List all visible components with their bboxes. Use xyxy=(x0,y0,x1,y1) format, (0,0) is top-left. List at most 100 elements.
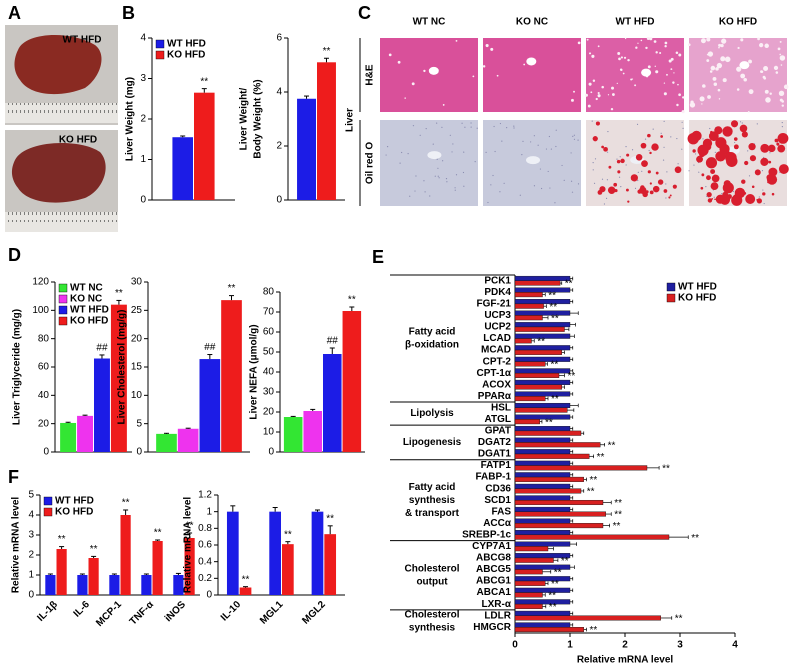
texture xyxy=(655,171,659,175)
texture xyxy=(493,125,495,128)
texture xyxy=(764,43,769,49)
texture xyxy=(555,145,557,148)
x-tick-label: 4 xyxy=(732,640,738,651)
y-tick-label: 10 xyxy=(263,427,275,438)
texture xyxy=(664,45,667,48)
texture xyxy=(739,61,750,70)
legend-label: KO HFD xyxy=(55,507,93,518)
texture xyxy=(432,143,434,145)
y-tick-label: GPAT xyxy=(485,426,511,437)
texture xyxy=(766,174,778,185)
significance: ** xyxy=(597,452,605,463)
y-tick-label: CPT-2 xyxy=(483,356,512,367)
texture xyxy=(662,159,665,161)
x-tick-label: 1 xyxy=(567,640,573,651)
significance: ** xyxy=(614,498,622,509)
bar xyxy=(514,495,571,501)
texture xyxy=(549,187,551,189)
texture xyxy=(634,187,637,189)
texture xyxy=(677,83,679,86)
texture xyxy=(690,100,694,104)
texture xyxy=(722,78,727,83)
legend-swatch xyxy=(666,282,676,292)
texture xyxy=(577,139,579,141)
texture xyxy=(741,179,746,184)
legend-swatch xyxy=(43,507,53,517)
legend-swatch xyxy=(155,39,165,49)
texture xyxy=(429,195,431,197)
y-tick-label: 0.6 xyxy=(198,540,212,551)
bar xyxy=(514,391,571,397)
texture xyxy=(715,137,727,149)
texture xyxy=(780,64,783,66)
texture xyxy=(688,170,690,172)
texture xyxy=(474,161,476,163)
texture xyxy=(540,187,543,190)
bar xyxy=(514,407,568,413)
bar xyxy=(324,534,337,595)
histology-image xyxy=(689,38,787,112)
x-tick-label: IL-10 xyxy=(219,599,244,624)
texture xyxy=(659,51,662,54)
panel-label: B xyxy=(122,3,135,23)
significance: ** xyxy=(537,336,545,347)
bar xyxy=(514,315,543,321)
texture xyxy=(640,142,647,149)
texture xyxy=(732,190,735,193)
bar xyxy=(514,534,670,540)
y-tick-label: 5 xyxy=(136,418,142,429)
texture xyxy=(668,59,672,63)
texture xyxy=(427,151,442,160)
texture xyxy=(622,72,625,75)
texture xyxy=(777,132,789,144)
y-tick-label: 1 xyxy=(28,570,34,581)
texture xyxy=(640,39,643,42)
bar xyxy=(514,499,604,506)
y-tick-label: PCK1 xyxy=(484,275,511,286)
histology-image xyxy=(380,38,478,112)
bar xyxy=(514,287,571,293)
texture xyxy=(490,184,492,186)
texture xyxy=(437,167,439,169)
texture xyxy=(547,170,549,173)
texture xyxy=(637,171,639,173)
texture xyxy=(461,122,463,124)
texture xyxy=(635,153,643,161)
significance: ** xyxy=(549,302,557,313)
panel-label: F xyxy=(8,467,19,487)
texture xyxy=(499,122,502,125)
texture xyxy=(441,126,443,129)
bar xyxy=(317,62,336,200)
significance: ** xyxy=(691,533,699,544)
texture xyxy=(666,171,668,173)
texture xyxy=(760,143,770,153)
texture xyxy=(550,148,552,150)
legend-label: KO HFD xyxy=(678,293,716,304)
texture xyxy=(399,162,401,164)
texture xyxy=(463,151,465,153)
texture xyxy=(631,149,634,151)
bar xyxy=(283,417,303,452)
bar xyxy=(311,511,324,595)
bar xyxy=(77,575,88,595)
texture xyxy=(608,165,612,169)
texture xyxy=(635,46,638,49)
y-tick-label: SREBP-1c xyxy=(462,529,511,540)
texture xyxy=(607,130,609,133)
texture xyxy=(734,141,736,144)
group-label: β-oxidation xyxy=(405,340,459,351)
texture xyxy=(570,152,572,154)
bar xyxy=(514,587,571,593)
bar xyxy=(514,292,543,298)
texture xyxy=(715,67,719,71)
y-tick-label: 0 xyxy=(43,447,49,458)
texture xyxy=(644,138,647,140)
texture xyxy=(769,152,771,154)
texture xyxy=(494,150,496,153)
bar xyxy=(514,627,584,633)
significance: ** xyxy=(348,295,356,306)
significance: ** xyxy=(590,625,598,636)
x-tick-label: 2 xyxy=(622,640,628,651)
texture xyxy=(577,41,581,45)
